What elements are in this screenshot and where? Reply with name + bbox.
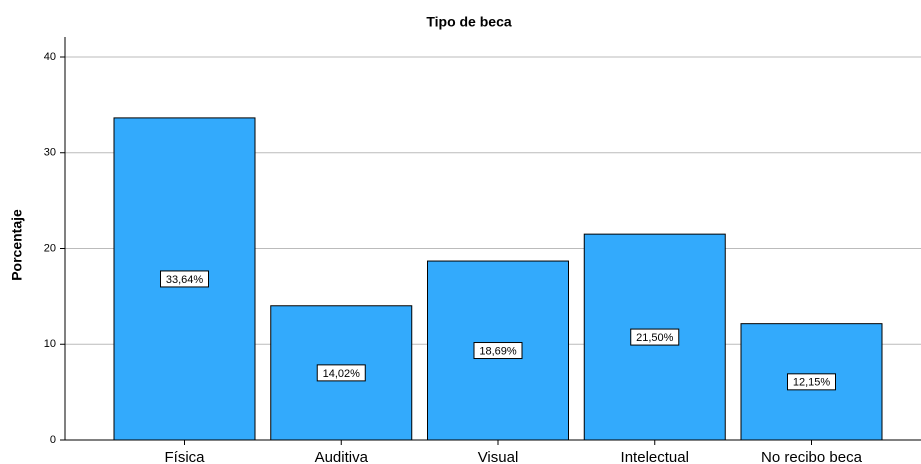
x-tick-label: Física [164,449,205,464]
value-label: 14,02% [323,368,361,380]
value-label: 12,15% [793,377,831,389]
y-tick-label: 20 [44,242,56,254]
value-label: 21,50% [636,332,674,344]
value-label-box [787,373,836,391]
x-tick-label: No recibo beca [761,449,863,464]
value-label-box [316,364,366,382]
value-label: 18,69% [479,345,517,357]
x-tick-label: Intelectual [621,449,689,464]
y-tick-label: 40 [44,51,56,63]
y-tick-label: 10 [44,338,56,350]
value-label-box [160,270,209,288]
y-tick-label: 0 [50,434,56,446]
y-tick-label: 30 [44,147,56,159]
y-axis-label: Porcentaje [9,209,25,281]
value-label: 33,64% [166,274,204,286]
x-tick-label: Visual [478,449,519,464]
value-label-box [630,328,680,346]
chart-title: Tipo de beca [426,14,512,30]
value-label-box [473,342,523,360]
x-tick-label: Auditiva [315,449,369,464]
